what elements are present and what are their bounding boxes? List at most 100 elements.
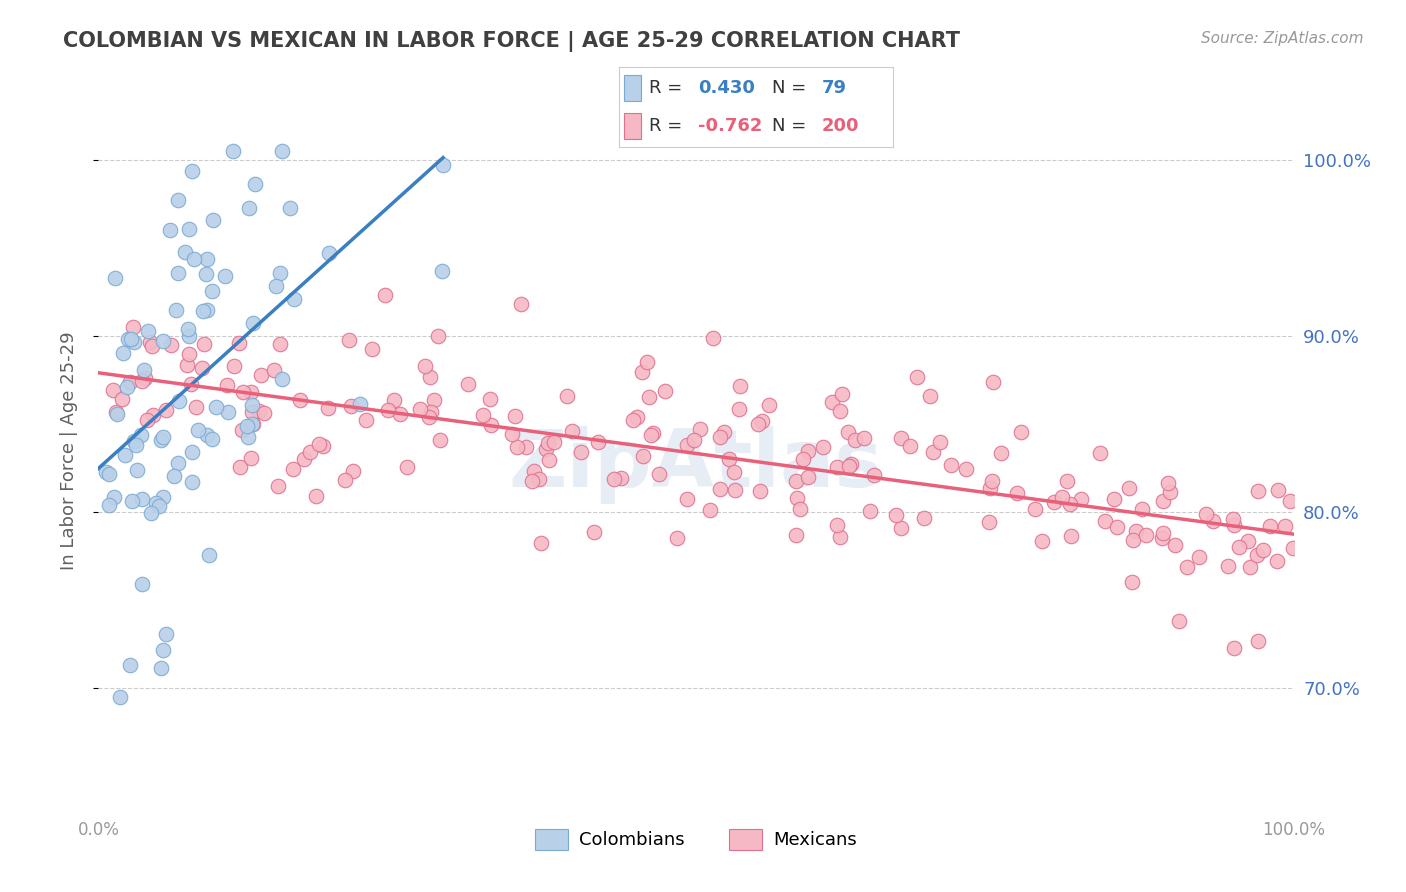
Point: [108, 690, 131, 705]
Point: [844, 433, 866, 447]
Point: [194, 268, 217, 282]
Point: [1031, 534, 1053, 549]
Point: [1094, 514, 1116, 528]
Point: [250, 368, 273, 383]
Point: [1060, 529, 1083, 543]
Point: [837, 425, 859, 440]
Point: [115, 380, 138, 394]
Point: [1090, 446, 1112, 460]
Point: [537, 436, 560, 450]
Point: [117, 332, 139, 346]
Point: [588, 434, 610, 449]
Point: [430, 264, 453, 278]
Point: [240, 398, 263, 412]
Legend: Colombians, Mexicans: Colombians, Mexicans: [529, 822, 863, 857]
Point: [509, 297, 531, 311]
Point: [689, 422, 711, 436]
Point: [222, 144, 245, 158]
Point: [134, 370, 156, 384]
Point: [955, 461, 977, 475]
Point: [555, 388, 578, 402]
Point: [177, 221, 200, 235]
Point: [785, 528, 807, 542]
Point: [337, 333, 360, 347]
Point: [201, 212, 224, 227]
Point: [224, 359, 246, 373]
Point: [215, 378, 238, 392]
Point: [506, 440, 529, 454]
Point: [478, 392, 501, 406]
Point: [122, 434, 145, 448]
Point: [515, 440, 537, 454]
Point: [939, 458, 962, 472]
Point: [610, 471, 633, 485]
Point: [104, 405, 127, 419]
Point: [121, 320, 143, 334]
Point: [290, 392, 312, 407]
Point: [180, 376, 202, 391]
Point: [747, 417, 769, 431]
Point: [905, 370, 928, 384]
Point: [142, 408, 165, 422]
Point: [136, 412, 159, 426]
Point: [675, 491, 697, 506]
Point: [561, 424, 583, 438]
Point: [176, 358, 198, 372]
Point: [797, 469, 820, 483]
Point: [141, 339, 163, 353]
Point: [167, 394, 190, 409]
Point: [389, 407, 412, 421]
Point: [979, 481, 1001, 495]
Point: [163, 469, 186, 483]
Point: [129, 427, 152, 442]
Point: [184, 401, 207, 415]
Point: [1239, 559, 1261, 574]
Point: [699, 503, 721, 517]
Point: [217, 405, 239, 419]
Point: [859, 504, 882, 518]
Point: [173, 245, 195, 260]
Point: [1118, 481, 1140, 495]
Point: [1222, 517, 1244, 532]
Point: [183, 252, 205, 267]
Text: COLOMBIAN VS MEXICAN IN LABOR FORCE | AGE 25-29 CORRELATION CHART: COLOMBIAN VS MEXICAN IN LABOR FORCE | AG…: [63, 31, 960, 53]
Point: [890, 431, 912, 445]
Point: [160, 338, 183, 352]
Point: [1122, 533, 1144, 547]
Point: [396, 459, 419, 474]
Point: [149, 434, 172, 448]
Point: [789, 502, 811, 516]
Point: [429, 434, 451, 448]
Point: [1195, 507, 1218, 521]
Point: [197, 427, 219, 442]
Point: [167, 456, 190, 470]
Point: [724, 483, 747, 497]
Point: [271, 144, 294, 158]
Point: [884, 508, 907, 522]
Point: [131, 576, 153, 591]
Point: [797, 444, 820, 458]
Point: [749, 484, 772, 499]
Point: [111, 346, 134, 360]
Text: 200: 200: [821, 118, 859, 136]
Point: [1246, 633, 1268, 648]
Point: [305, 489, 328, 503]
Point: [1175, 559, 1198, 574]
Point: [111, 392, 134, 406]
Point: [713, 425, 735, 439]
Point: [269, 336, 291, 351]
Point: [1278, 494, 1301, 508]
Point: [238, 201, 260, 215]
Point: [269, 266, 291, 280]
Point: [1227, 540, 1250, 554]
Point: [1007, 486, 1029, 500]
Point: [159, 223, 181, 237]
Point: [1125, 524, 1147, 538]
Point: [318, 246, 340, 260]
Point: [603, 472, 626, 486]
Point: [177, 322, 200, 336]
Point: [195, 302, 218, 317]
Text: ZipAtlas: ZipAtlas: [509, 425, 883, 504]
FancyBboxPatch shape: [624, 75, 641, 101]
Point: [728, 401, 751, 416]
